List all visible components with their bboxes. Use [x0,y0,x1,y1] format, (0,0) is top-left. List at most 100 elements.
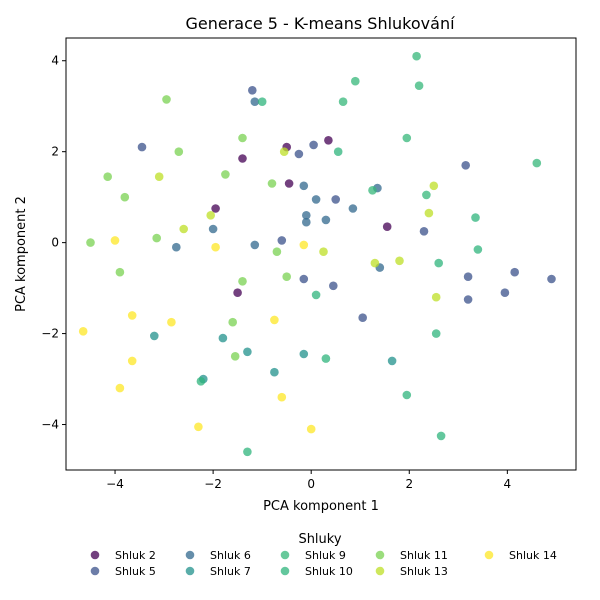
data-point [331,195,341,204]
data-point [463,272,473,282]
legend-entry: Shluk 6 [185,549,251,562]
data-point [309,140,318,150]
legend-marker [375,550,385,560]
data-point [434,258,444,268]
data-point [150,331,159,341]
plot-frame [65,37,577,471]
data-point [238,277,247,286]
legend-label: Shluk 11 [400,549,448,562]
data-point [395,256,404,266]
data-point [306,424,316,434]
data-point [302,211,311,220]
data-point [302,217,311,227]
data-point [78,327,88,336]
data-point [294,149,304,159]
data-point [211,204,220,213]
data-point [329,281,338,291]
data-point [127,311,137,320]
data-point [324,136,333,145]
data-point [103,172,112,181]
data-point [436,431,446,441]
data-point [279,147,289,156]
data-point [194,422,203,432]
data-point [248,86,257,95]
data-point [257,97,267,106]
data-point [547,274,556,284]
data-point [270,315,279,325]
data-point [463,295,473,304]
x-axis-ticks: −4 −2 0 2 4 [106,470,511,491]
legend-marker [90,566,100,576]
data-point [206,211,215,220]
data-point [230,352,240,361]
data-point [311,195,321,204]
legend-label: Shluk 9 [305,549,346,562]
data-point [152,233,161,243]
data-point [115,383,125,393]
data-point [243,347,252,357]
data-point [473,245,483,254]
data-point [368,186,377,195]
data-point [284,179,294,188]
data-point [120,192,130,202]
legend-entry: Shluk 2 [90,549,156,562]
data-point [154,172,164,181]
data-point [424,208,434,218]
data-point [211,242,220,252]
legend-marker [185,566,195,576]
data-point [272,247,282,256]
data-point [351,76,360,86]
data-point [110,236,120,245]
data-point [238,154,247,163]
data-point [319,247,328,256]
data-point [162,95,171,104]
data-point [382,222,392,231]
data-point [419,227,429,236]
legend-label: Shluk 2 [115,549,156,562]
legend-entry: Shluk 11 [375,549,448,562]
legend-label: Shluk 13 [400,565,448,578]
y-tick-label: 4 [51,54,59,68]
data-point [311,290,321,300]
data-point [402,390,412,400]
data-point [233,288,242,298]
data-point [250,240,260,250]
data-point [333,147,343,156]
data-point [277,392,287,402]
legend-marker [484,550,494,560]
x-tick-label: 2 [405,477,413,491]
data-point [228,317,237,327]
legend-label: Shluk 5 [115,565,156,578]
data-point [532,158,542,168]
data-point [321,354,331,363]
data-point [277,236,287,245]
data-point [358,313,368,323]
legend-entry: Shluk 9 [280,549,346,562]
data-point [270,367,279,377]
data-point [299,240,309,250]
data-point [500,288,510,298]
data-point [196,377,206,386]
legend-entry: Shluk 5 [90,565,156,578]
x-tick-label: 4 [504,477,512,491]
data-point [208,224,218,234]
legend-label: Shluk 14 [509,549,557,562]
data-point [471,213,480,222]
data-point [218,333,228,343]
data-point [167,317,176,327]
data-point [510,267,519,277]
data-point [338,97,348,106]
data-point [387,356,397,366]
x-tick-label: 0 [307,477,315,491]
data-points [78,51,556,457]
x-tick-label: −2 [204,477,222,491]
legend-marker [280,550,290,560]
y-axis-label: PCA komponent 2 [14,196,29,312]
data-point [238,133,247,143]
data-point [299,274,309,284]
data-point [267,179,277,188]
legend-marker [185,550,195,560]
data-point [299,349,309,359]
legend-entry: Shluk 10 [280,565,353,578]
